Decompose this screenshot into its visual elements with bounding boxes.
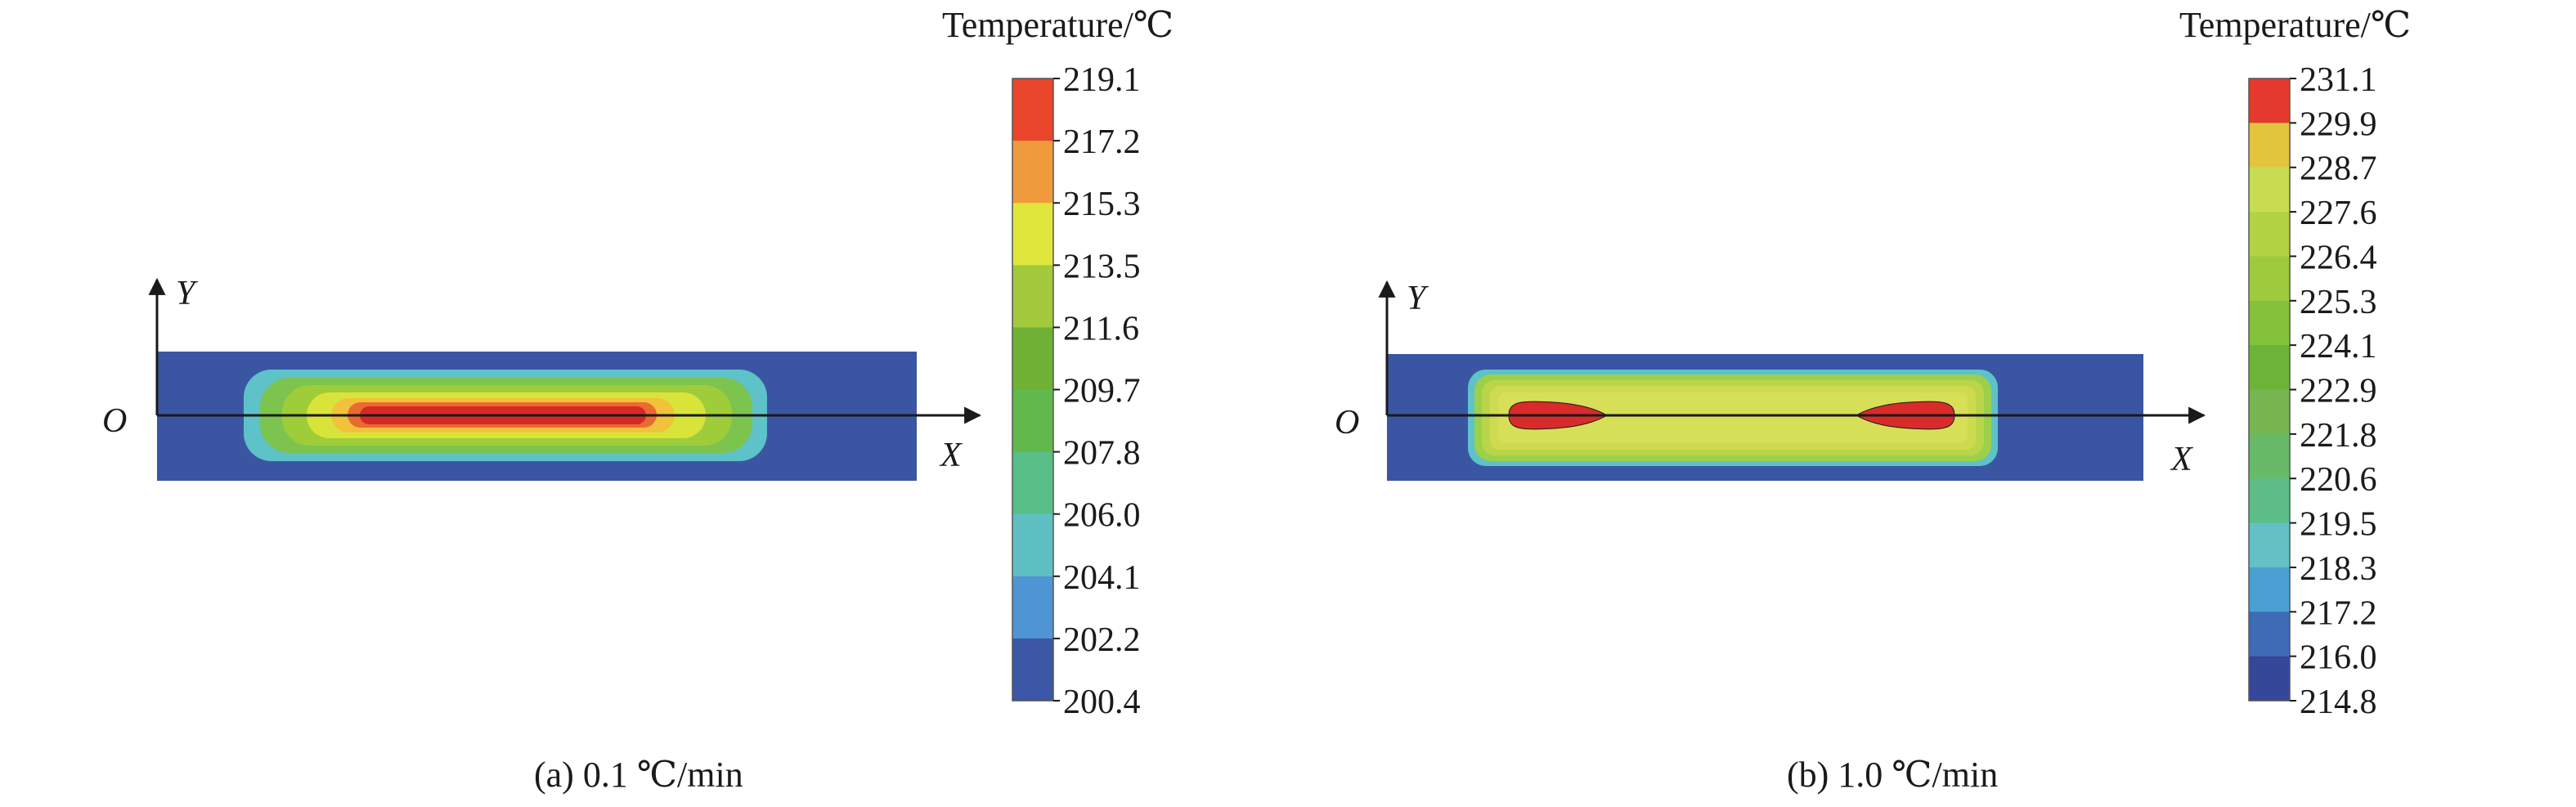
legend-swatch <box>1012 141 1053 204</box>
caption-b: (b) 1.0 ℃/min <box>1787 755 1998 795</box>
legend-swatch <box>2249 478 2290 524</box>
legend-tick-label: 211.6 <box>1063 310 1139 347</box>
panel-b: O X Y Temperature/℃ 231.1 229.9 228.7 227.6… <box>1335 5 2411 795</box>
legend-tick-label: 227.6 <box>2300 195 2377 232</box>
x-axis-label-b: X <box>2170 441 2194 478</box>
colorbar-legend-b: Temperature/℃ 231.1 229.9 228.7 227.6 226.4 2… <box>2179 5 2411 721</box>
legend-tick-label: 217.2 <box>2300 594 2377 632</box>
legend-tick-label: 221.8 <box>2300 417 2377 455</box>
legend-swatch <box>2249 345 2290 390</box>
legend-swatch <box>2249 256 2290 302</box>
legend-swatch <box>2249 123 2290 168</box>
axes-a: O X Y <box>102 275 982 474</box>
origin-label-b: O <box>1335 404 1359 442</box>
legend-tick-label: 219.1 <box>1063 61 1141 99</box>
x-axis-label-a: X <box>939 437 963 474</box>
legend-tick-label: 218.3 <box>2300 550 2377 588</box>
legend-swatch <box>1012 265 1053 328</box>
legend-tick-label: 209.7 <box>1063 373 1141 410</box>
legend-tick-label: 228.7 <box>2300 150 2377 188</box>
legend-tick-label: 229.9 <box>2300 105 2377 143</box>
legend-tick-label: 206.0 <box>1063 497 1141 535</box>
contour-plot-a <box>157 352 917 481</box>
legend-swatch <box>2249 612 2290 657</box>
contour-plot-b <box>1387 354 2143 481</box>
legend-swatch <box>2249 389 2290 435</box>
legend-swatch <box>2249 656 2290 702</box>
legend-tick-label: 202.2 <box>1063 621 1141 659</box>
y-axis-label-a: Y <box>176 275 199 312</box>
legend-tick-label: 200.4 <box>1063 684 1141 721</box>
axes-b: O X Y <box>1335 280 2206 478</box>
legend-tick-label: 222.9 <box>2300 373 2377 410</box>
legend-swatch <box>1012 638 1053 702</box>
legend-swatch <box>2249 78 2290 123</box>
legend-swatch <box>2249 522 2290 568</box>
caption-a: (a) 0.1 ℃/min <box>534 755 743 795</box>
legend-tick-label: 217.2 <box>1063 123 1141 161</box>
legend-title-a: Temperature/℃ <box>942 5 1174 45</box>
legend-tick-label: 219.5 <box>2300 506 2377 544</box>
legend-title-b: Temperature/℃ <box>2179 5 2411 45</box>
legend-tick-label: 215.3 <box>1063 186 1141 223</box>
legend-tick-label: 216.0 <box>2300 639 2377 677</box>
legend-tick-label: 225.3 <box>2300 284 2377 321</box>
colorbar-legend-a: Temperature/℃ 219.1 217.2 215.3 213.5 211.6 2… <box>942 5 1174 721</box>
legend-swatch <box>2249 433 2290 479</box>
legend-swatch <box>1012 203 1053 266</box>
legend-tick-label: 213.5 <box>1063 248 1141 285</box>
legend-tick-label: 214.8 <box>2300 684 2377 721</box>
legend-swatch <box>1012 327 1053 390</box>
legend-tick-label: 224.1 <box>2300 328 2377 365</box>
legend-swatch <box>1012 513 1053 577</box>
contour-band <box>1498 392 1968 443</box>
legend-tick-label: 204.1 <box>1063 559 1141 597</box>
legend-swatch <box>1012 451 1053 515</box>
legend-swatch <box>2249 300 2290 346</box>
legend-tick-label: 226.4 <box>2300 239 2377 276</box>
legend-swatch <box>1012 576 1053 639</box>
y-axis-label-b: Y <box>1407 280 1429 317</box>
legend-swatch <box>1012 389 1053 453</box>
legend-swatch <box>1012 78 1053 141</box>
panel-a: O X Y Temperature/℃ 219.1 217.2 215.3 213.5… <box>102 5 1174 795</box>
origin-label-a: O <box>102 402 127 440</box>
legend-swatch <box>2249 167 2290 213</box>
legend-swatch <box>2249 567 2290 612</box>
legend-tick-label: 207.8 <box>1063 435 1141 473</box>
legend-tick-label: 231.1 <box>2300 61 2377 99</box>
legend-tick-label: 220.6 <box>2300 461 2377 499</box>
legend-swatch <box>2249 212 2290 257</box>
